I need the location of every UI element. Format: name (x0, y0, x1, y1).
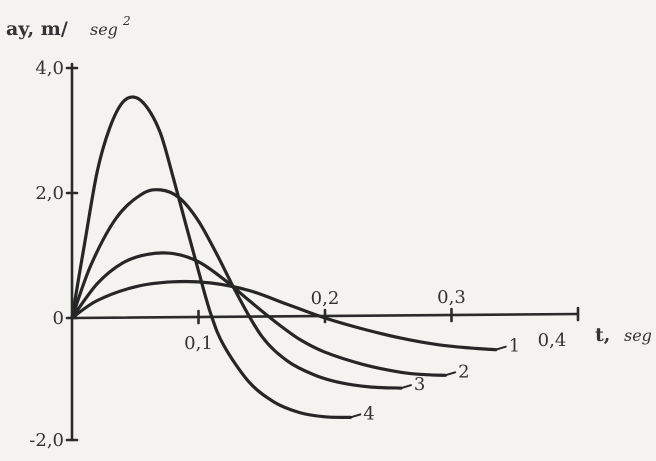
y-tick-label: 2,0 (35, 183, 64, 204)
y-tick-label: -2,0 (29, 430, 64, 451)
x-axis-label: t, (595, 324, 610, 346)
series-leader (494, 345, 507, 351)
y-axis-unit: seg (90, 20, 118, 39)
x-axis-unit: seg (624, 326, 652, 345)
series-curves (70, 95, 507, 419)
series-line-2 (70, 251, 447, 377)
y-tick-label: 0 (53, 308, 64, 329)
series-label-1: 1 (509, 336, 520, 357)
y-axis-unit-exponent: 2 (122, 14, 131, 28)
series-leader (399, 384, 412, 390)
x-tick-label: 0,3 (437, 287, 466, 308)
series-label-4: 4 (363, 403, 374, 424)
series-label-3: 3 (414, 374, 425, 395)
axes (65, 62, 580, 442)
x-tick-label: 0,4 (538, 330, 567, 351)
y-tick-label: 4,0 (35, 58, 64, 79)
series-line-3 (70, 188, 403, 390)
series-leader (444, 371, 457, 377)
series-leader (349, 413, 362, 419)
labels: ay, m/ seg 2 t, seg 4,0 2,0 0 -2,0 0,1 0,2 0,3… (6, 14, 652, 451)
series-line-4 (70, 95, 352, 419)
x-tick-label: 0,1 (184, 333, 213, 354)
series-label-2: 2 (458, 361, 469, 382)
y-axis-label: ay, m/ (6, 18, 68, 40)
x-tick-label: 0,2 (311, 288, 340, 309)
series-line-1 (70, 279, 498, 352)
